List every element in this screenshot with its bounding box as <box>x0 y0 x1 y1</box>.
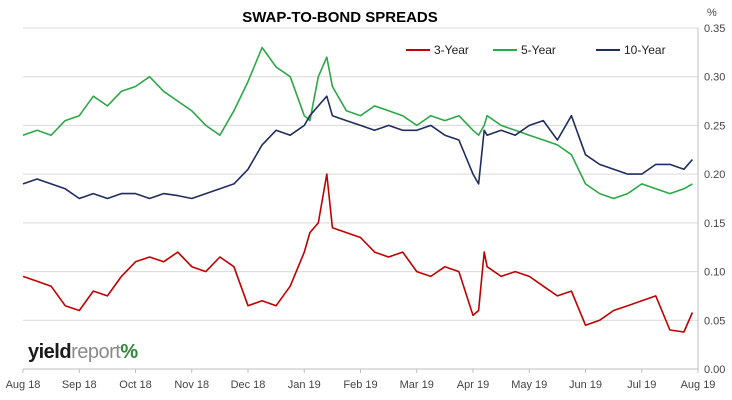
legend-label-5-year: 5-Year <box>521 43 556 57</box>
y-tick-labels: 0.00 0.05 0.10 0.15 0.20 0.25 0.30 0.35 <box>704 23 725 376</box>
x-tick-Jul-19: Jul 19 <box>627 379 656 391</box>
axes <box>23 28 699 370</box>
chart-title: SWAP-TO-BOND SPREADS <box>242 9 438 26</box>
x-tick-Mar-19: Mar 19 <box>400 379 434 391</box>
x-tick-Feb-19: Feb 19 <box>343 379 377 391</box>
legend-label-10-year: 10-Year <box>624 43 666 57</box>
x-tick-Jan-19: Jan 19 <box>288 379 321 391</box>
y-tick-0.10: 0.10 <box>704 267 725 279</box>
y-tick-0.00: 0.00 <box>704 364 725 376</box>
legend: 3-Year 5-Year 10-Year <box>406 43 666 57</box>
series-line-5-year <box>22 46 693 200</box>
series-lines <box>22 46 694 333</box>
series-line-10-year <box>22 95 694 200</box>
gridlines <box>23 27 698 321</box>
y-tick-0.30: 0.30 <box>704 72 725 84</box>
y-axis-unit: % <box>707 7 717 19</box>
x-tick-Aug-19: Aug 19 <box>681 379 716 391</box>
x-tick-Sep-18: Sep 18 <box>62 379 97 391</box>
legend-label-3-year: 3-Year <box>434 43 469 57</box>
x-tick-Oct-18: Oct 18 <box>119 379 151 391</box>
x-tick-May-19: May 19 <box>511 379 547 391</box>
x-tick-labels: Aug 18 Sep 18 Oct 18 Nov 18 Dec 18 Jan 19 Feb … <box>6 369 716 391</box>
y-tick-0.25: 0.25 <box>704 120 725 132</box>
x-tick-Nov-18: Nov 18 <box>174 379 209 391</box>
x-tick-Jun-19: Jun 19 <box>569 379 602 391</box>
y-tick-0.35: 0.35 <box>704 23 725 35</box>
yieldreport-logo: yieldreport% <box>28 341 138 363</box>
y-tick-0.20: 0.20 <box>704 169 725 181</box>
x-tick-Apr-19: Apr 19 <box>457 379 489 391</box>
y-tick-0.15: 0.15 <box>704 218 725 230</box>
x-tick-Dec-18: Dec 18 <box>231 379 266 391</box>
series-line-3-year <box>22 173 694 333</box>
x-tick-Aug-18: Aug 18 <box>6 379 41 391</box>
y-tick-0.05: 0.05 <box>704 315 725 327</box>
